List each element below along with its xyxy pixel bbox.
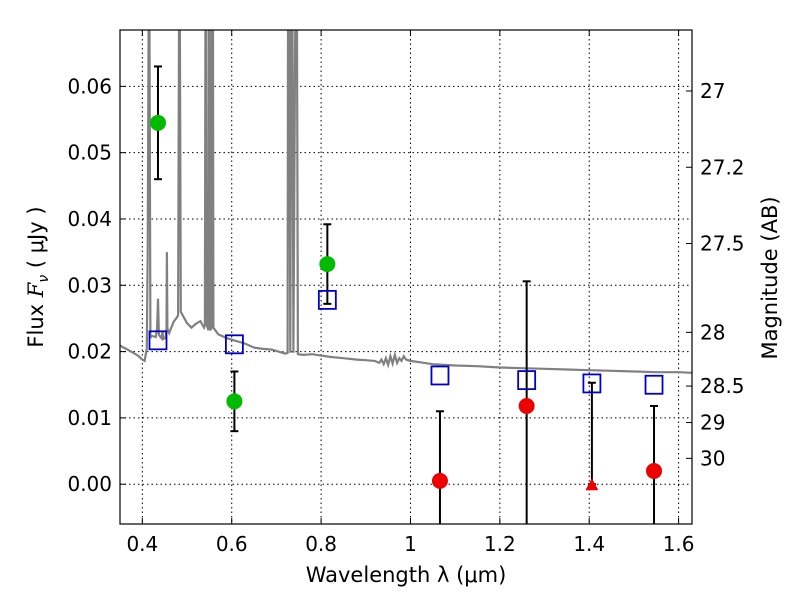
magnitude-axis-label: Magnitude (AB) — [758, 196, 782, 359]
upper-limit-triangle — [585, 478, 599, 491]
data-points-layer — [148, 65, 664, 524]
x-axis-ticks: 0.4 0.6 0.8 1 1.2 1.4 1.6 — [126, 30, 695, 556]
model-flux-square — [517, 370, 537, 391]
y-axis-ticks: 0.00 0.01 0.02 0.03 0.04 0.05 0.06 — [67, 74, 126, 496]
y-tick-label: 0.05 — [67, 141, 112, 165]
y-label-symbol: F — [24, 281, 48, 298]
y-label-unit: ( μJy ) — [24, 206, 48, 274]
grid — [120, 30, 692, 524]
model-flux-square — [430, 365, 450, 386]
magnitude-tick-label: 29 — [700, 411, 725, 435]
magnitude-tick-label: 27 — [700, 79, 725, 103]
x-tick-label: 1 — [404, 532, 417, 556]
detection-point — [226, 393, 243, 410]
y-axis-label: Flux Fν ( μJy ) — [24, 206, 52, 347]
model-flux-square — [148, 330, 168, 351]
y-tick-label: 0.06 — [67, 74, 112, 98]
x-tick-label: 0.6 — [216, 532, 248, 556]
non-detection-point — [646, 462, 663, 479]
x-tick-label: 1.4 — [573, 532, 605, 556]
detection-point — [149, 114, 166, 131]
model-flux-square — [317, 289, 337, 310]
model-flux-square — [644, 374, 664, 395]
x-axis-label: Wavelength λ (μm) — [306, 563, 507, 587]
y-tick-label: 0.02 — [67, 340, 112, 364]
model-flux-square — [582, 373, 602, 394]
y-label-subscript: ν — [36, 275, 52, 283]
x-tick-label: 0.8 — [305, 532, 337, 556]
x-tick-label: 1.2 — [484, 532, 516, 556]
model-flux-square — [224, 334, 244, 355]
magnitude-tick-label: 28.5 — [700, 374, 745, 398]
model-sed-layer — [120, 30, 692, 374]
model-sed-curve — [120, 30, 692, 374]
x-tick-label: 0.4 — [126, 532, 158, 556]
detection-point — [319, 256, 336, 273]
y-tick-label: 0.00 — [67, 472, 112, 496]
y-tick-label: 0.04 — [67, 207, 112, 231]
plot-area — [120, 30, 692, 524]
non-detection-point — [518, 397, 535, 414]
plot-frame — [119, 29, 693, 525]
magnitude-tick-label: 30 — [700, 446, 725, 470]
non-detection-point — [431, 472, 448, 489]
magnitude-tick-label: 28 — [700, 320, 725, 344]
x-tick-label: 1.6 — [663, 532, 695, 556]
magnitude-tick-label: 27.2 — [700, 155, 745, 179]
y-label-flux: Flux — [24, 297, 48, 347]
y-tick-label: 0.01 — [67, 406, 112, 430]
y-tick-label: 0.03 — [67, 273, 112, 297]
magnitude-tick-label: 27.5 — [700, 232, 745, 256]
magnitude-axis-ticks: 27 27.2 27.5 28 28.5 29 30 — [686, 79, 745, 470]
